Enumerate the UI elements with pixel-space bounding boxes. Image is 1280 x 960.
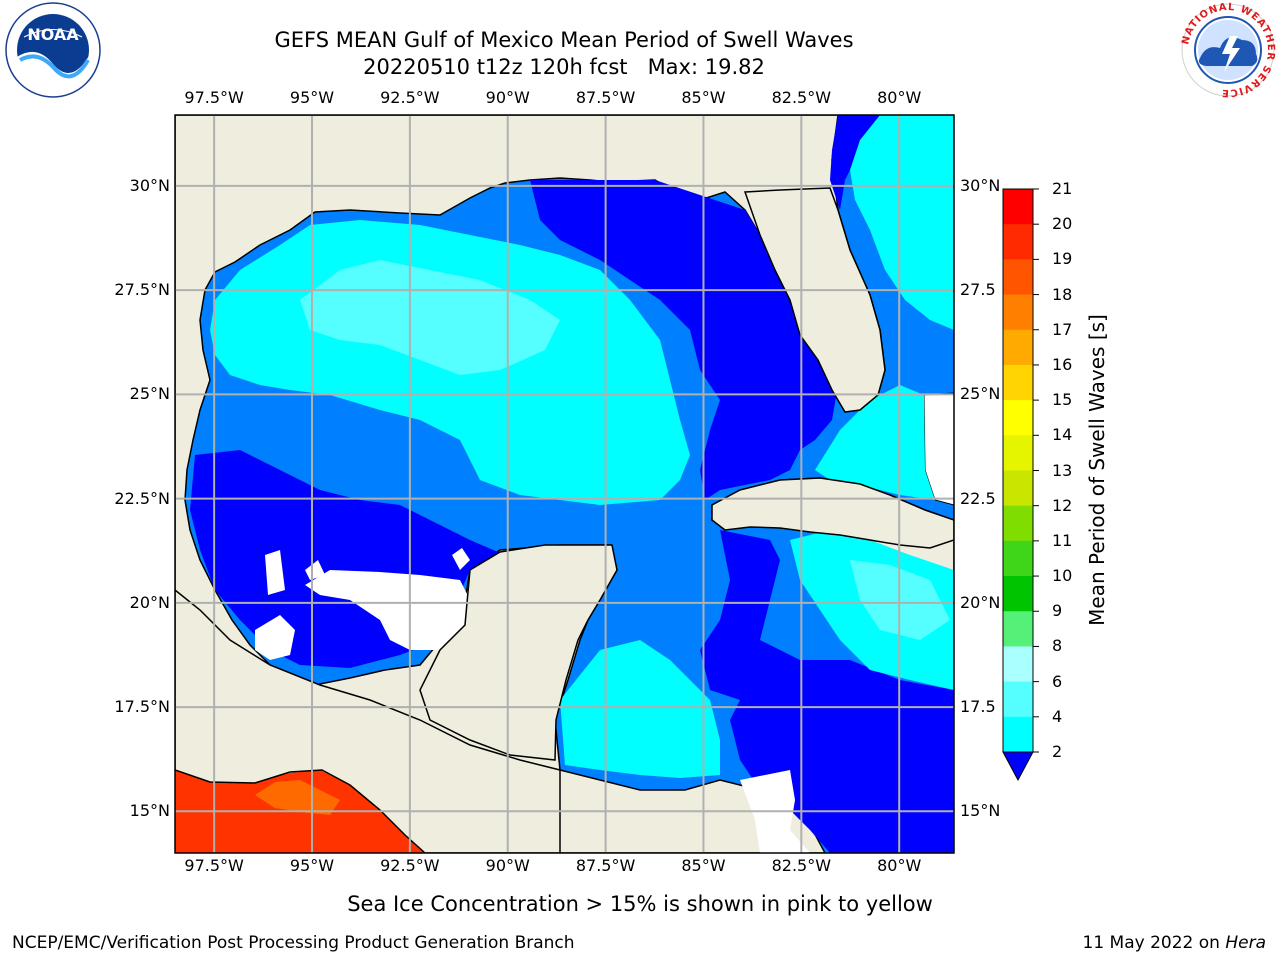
colorbar-tick-label: 8 bbox=[1052, 636, 1063, 656]
colorbar-tick-label: 18 bbox=[1052, 284, 1073, 304]
lon-tick-label: 95°W bbox=[289, 856, 335, 875]
colorbar-tick-label: 19 bbox=[1052, 249, 1073, 269]
lon-tick-label: 82.5°W bbox=[771, 88, 832, 107]
region-4-6s-florida-straits bbox=[815, 385, 935, 500]
lon-tick-label: 85°W bbox=[681, 856, 726, 875]
colorbar-swatch bbox=[1003, 470, 1033, 507]
colorbar-tick-label: 14 bbox=[1052, 425, 1073, 445]
noaa-logo: NOAA bbox=[5, 2, 101, 98]
colorbar-swatch bbox=[1003, 189, 1033, 225]
colorbar-swatch bbox=[1003, 716, 1033, 753]
nodata-small-2 bbox=[305, 560, 325, 580]
colorbar bbox=[1002, 188, 1039, 782]
nws-logo: NATIONAL WEATHER SERVICE bbox=[1180, 2, 1275, 98]
credit-text: NCEP/EMC/Verification Post Processing Pr… bbox=[12, 933, 575, 953]
region-6-8s-central-gulf bbox=[300, 260, 560, 375]
lon-tick-label: 80°W bbox=[877, 88, 922, 107]
lat-tick-label-right: 17.5 bbox=[960, 697, 996, 717]
date-text: 11 May 2022 on Hera bbox=[1082, 933, 1267, 953]
chart-subtitle: 20220510 t12z 120h fcst Max: 19.82 bbox=[363, 55, 765, 79]
colorbar-swatch bbox=[1003, 259, 1033, 296]
nodata-veracruz bbox=[255, 615, 295, 660]
nodata-small-3 bbox=[452, 548, 470, 570]
lon-tick-label: 92.5°W bbox=[380, 88, 440, 107]
lon-tick-label: 97.5°W bbox=[184, 88, 244, 107]
colorbar-tick-label: 6 bbox=[1052, 671, 1063, 691]
region-4-6s-atlantic bbox=[850, 115, 954, 330]
lon-tick-label: 80°W bbox=[877, 856, 922, 875]
lon-tick-label: 82.5°W bbox=[771, 856, 832, 875]
lat-tick-label: 17.5°N bbox=[114, 697, 170, 717]
colorbar-tick-label: 16 bbox=[1052, 354, 1073, 374]
region-under-2s-east-gulf bbox=[530, 180, 838, 500]
colorbar-swatch bbox=[1003, 400, 1033, 436]
nodata-small-1 bbox=[265, 550, 285, 595]
colorbar-tick-label: 17 bbox=[1052, 319, 1073, 339]
map-area bbox=[175, 115, 954, 853]
lon-tick-label: 95°W bbox=[289, 88, 335, 107]
map-frame bbox=[174, 114, 955, 854]
lat-tick-label-right: 15°N bbox=[960, 801, 1001, 821]
noaa-logo-text: NOAA bbox=[27, 25, 79, 44]
land-florida-top bbox=[743, 187, 886, 413]
lat-tick-label-right: 30°N bbox=[960, 175, 1001, 195]
lat-tick-label: 20°N bbox=[129, 592, 170, 612]
host-name: Hera bbox=[1225, 933, 1266, 953]
colorbar-swatch bbox=[1003, 611, 1033, 647]
lat-tick-label-right: 22.5 bbox=[960, 488, 996, 508]
lon-tick-label: 90°W bbox=[485, 856, 530, 875]
colorbar-tick-label: 2 bbox=[1052, 742, 1063, 761]
colorbar-swatch bbox=[1003, 505, 1033, 542]
colorbar-tick-label: 20 bbox=[1052, 214, 1073, 234]
nodata-bay-of-campeche bbox=[305, 570, 470, 650]
colorbar-tick-label: 11 bbox=[1052, 530, 1073, 550]
colorbar-tick-label: 4 bbox=[1052, 706, 1063, 726]
lat-tick-label: 30°N bbox=[129, 175, 170, 195]
lat-tick-label: 25°N bbox=[129, 384, 170, 404]
lon-tick-label: 87.5°W bbox=[575, 856, 636, 875]
colorbar-tick-label: 12 bbox=[1052, 495, 1073, 515]
colorbar-swatch bbox=[1003, 540, 1033, 577]
lat-tick-label-right: 27.5 bbox=[960, 280, 996, 300]
lat-tick-label: 22.5°N bbox=[114, 488, 170, 508]
lat-tick-label: 15°N bbox=[129, 801, 170, 821]
lat-tick-label: 27.5°N bbox=[114, 280, 170, 300]
colorbar-swatch bbox=[1003, 576, 1033, 612]
land-cuba-top bbox=[711, 477, 954, 549]
colorbar-swatch bbox=[1003, 364, 1033, 401]
colorbar-under-arrow bbox=[1002, 751, 1034, 782]
lon-tick-label: 85°W bbox=[681, 88, 726, 107]
sea-ice-note: Sea Ice Concentration > 15% is shown in … bbox=[347, 892, 933, 916]
lat-tick-label-right: 25°N bbox=[960, 384, 1001, 404]
colorbar-tick-label: 10 bbox=[1052, 566, 1073, 586]
lon-tick-label: 87.5°W bbox=[575, 88, 636, 107]
region-under-2s-caribbean bbox=[700, 530, 954, 853]
lon-tick-label: 92.5°W bbox=[380, 856, 440, 875]
region-orange-pacific bbox=[255, 780, 340, 815]
colorbar-swatch bbox=[1003, 435, 1033, 471]
chart-title: GEFS MEAN Gulf of Mexico Mean Period of … bbox=[274, 28, 854, 52]
region-4-6s-nw-caribbean bbox=[560, 640, 720, 778]
colorbar-swatch bbox=[1003, 329, 1033, 366]
gridlines bbox=[175, 115, 954, 853]
colorbar-tick-label: 15 bbox=[1052, 390, 1073, 410]
colorbar-swatch bbox=[1003, 681, 1033, 718]
colorbar-swatch bbox=[1003, 294, 1033, 331]
colorbar-swatch bbox=[1003, 646, 1033, 683]
colorbar-tick-label: 9 bbox=[1052, 601, 1063, 621]
lat-tick-label-right: 20°N bbox=[960, 592, 1001, 612]
colorbar-tick-label: 21 bbox=[1052, 179, 1073, 198]
lon-tick-label: 97.5°W bbox=[184, 856, 244, 875]
lon-tick-label: 90°W bbox=[485, 88, 530, 107]
colorbar-tick-label: 13 bbox=[1052, 460, 1073, 480]
colorbar-swatch bbox=[1003, 224, 1033, 260]
